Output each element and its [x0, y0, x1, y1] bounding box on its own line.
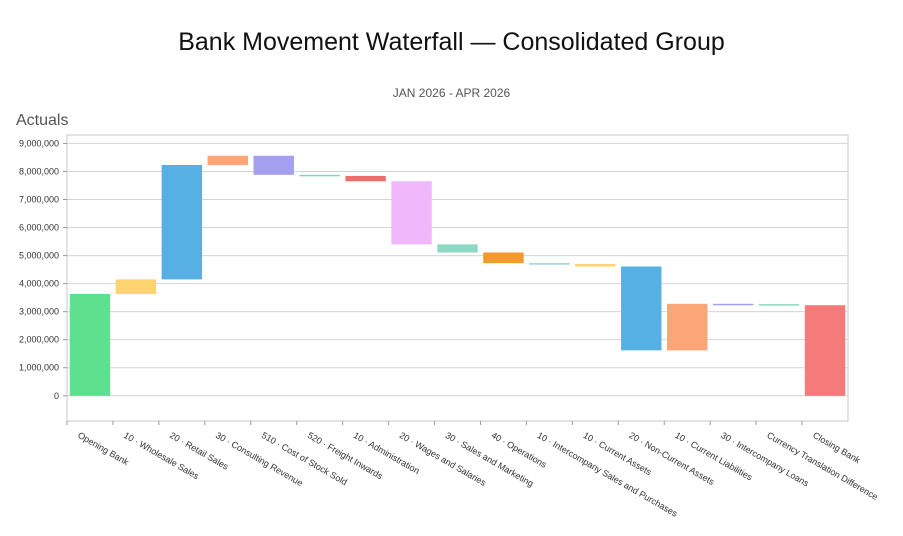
- waterfall-bar: [161, 165, 203, 280]
- y-tick-label: 6,000,000: [19, 223, 59, 233]
- plot-frame: [66, 134, 849, 422]
- waterfall-bar: [758, 304, 800, 306]
- waterfall-bar: [345, 175, 386, 182]
- x-category-label: 10 · Current Liabilities: [673, 430, 754, 483]
- x-category-label: 30 · Consulting Revenue: [214, 430, 305, 488]
- x-category-label: 520 · Freight Inwards: [306, 430, 385, 481]
- waterfall-bar: [804, 305, 846, 396]
- y-tick-label: 5,000,000: [19, 251, 59, 261]
- waterfall-bar: [69, 293, 111, 396]
- y-tick-label: 8,000,000: [19, 166, 59, 176]
- waterfall-bar: [575, 263, 616, 267]
- y-tick-label: 4,000,000: [19, 279, 59, 289]
- x-category-label: 20 · Wages and Salaries: [398, 430, 488, 488]
- y-tick-label: 7,000,000: [19, 194, 59, 204]
- x-category-label: 30 · Intercompany Loans: [719, 430, 811, 489]
- waterfall-bar: [115, 279, 157, 294]
- y-tick-label: 3,000,000: [19, 307, 59, 317]
- section-label: Actuals: [16, 112, 69, 129]
- x-category-label: 20 · Non-Current Assets: [627, 430, 716, 487]
- x-category-label: 30 · Sales and Marketing: [444, 430, 536, 489]
- x-category-label: 10 · Wholesale Sales: [122, 430, 201, 481]
- waterfall-bar: [712, 303, 754, 306]
- chart-title: Bank Movement Waterfall — Consolidated G…: [178, 28, 725, 56]
- waterfall-bar: [483, 252, 524, 264]
- chart-subtitle: JAN 2026 - APR 2026: [392, 86, 511, 100]
- waterfall-bar: [621, 266, 662, 351]
- waterfall-bar: [207, 155, 249, 166]
- y-tick-label: 1,000,000: [19, 363, 59, 373]
- waterfall-bar: [391, 181, 432, 245]
- y-tick-label: 2,000,000: [19, 335, 59, 345]
- waterfall-bar: [666, 303, 708, 351]
- waterfall-bar: [253, 155, 294, 175]
- y-tick-label: 9,000,000: [19, 138, 59, 148]
- waterfall-bar: [299, 174, 340, 177]
- y-tick-label: 0: [54, 391, 59, 401]
- waterfall-bar: [437, 244, 478, 253]
- waterfall-bar: [529, 263, 570, 265]
